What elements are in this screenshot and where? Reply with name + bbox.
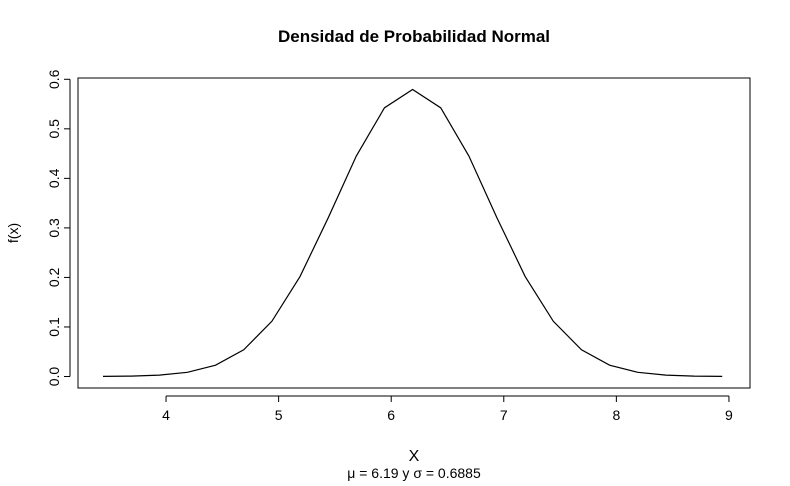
x-tick-label: 9 <box>725 407 733 423</box>
y-tick-label: 0.4 <box>46 168 62 188</box>
plot-frame <box>77 77 751 389</box>
y-axis-label: f(x) <box>5 223 21 243</box>
y-tick-label: 0.3 <box>46 218 62 238</box>
y-tick-label: 0.6 <box>46 69 62 89</box>
y-tick-label: 0.1 <box>46 317 62 337</box>
density-line <box>102 88 723 378</box>
x-tick-label: 4 <box>162 407 170 423</box>
y-tick-label: 0.2 <box>46 267 62 287</box>
chart-title: Densidad de Probabilidad Normal <box>278 27 550 46</box>
x-tick-label: 5 <box>275 407 283 423</box>
y-tick-label: 0.5 <box>46 119 62 139</box>
x-tick-label: 7 <box>500 407 508 423</box>
x-axis-label: X <box>409 448 420 465</box>
x-tick-label: 8 <box>612 407 620 423</box>
y-tick-label: 0.0 <box>46 367 62 387</box>
x-tick-label: 6 <box>387 407 395 423</box>
subtitle: μ = 6.19 y σ = 0.6885 <box>347 465 481 481</box>
